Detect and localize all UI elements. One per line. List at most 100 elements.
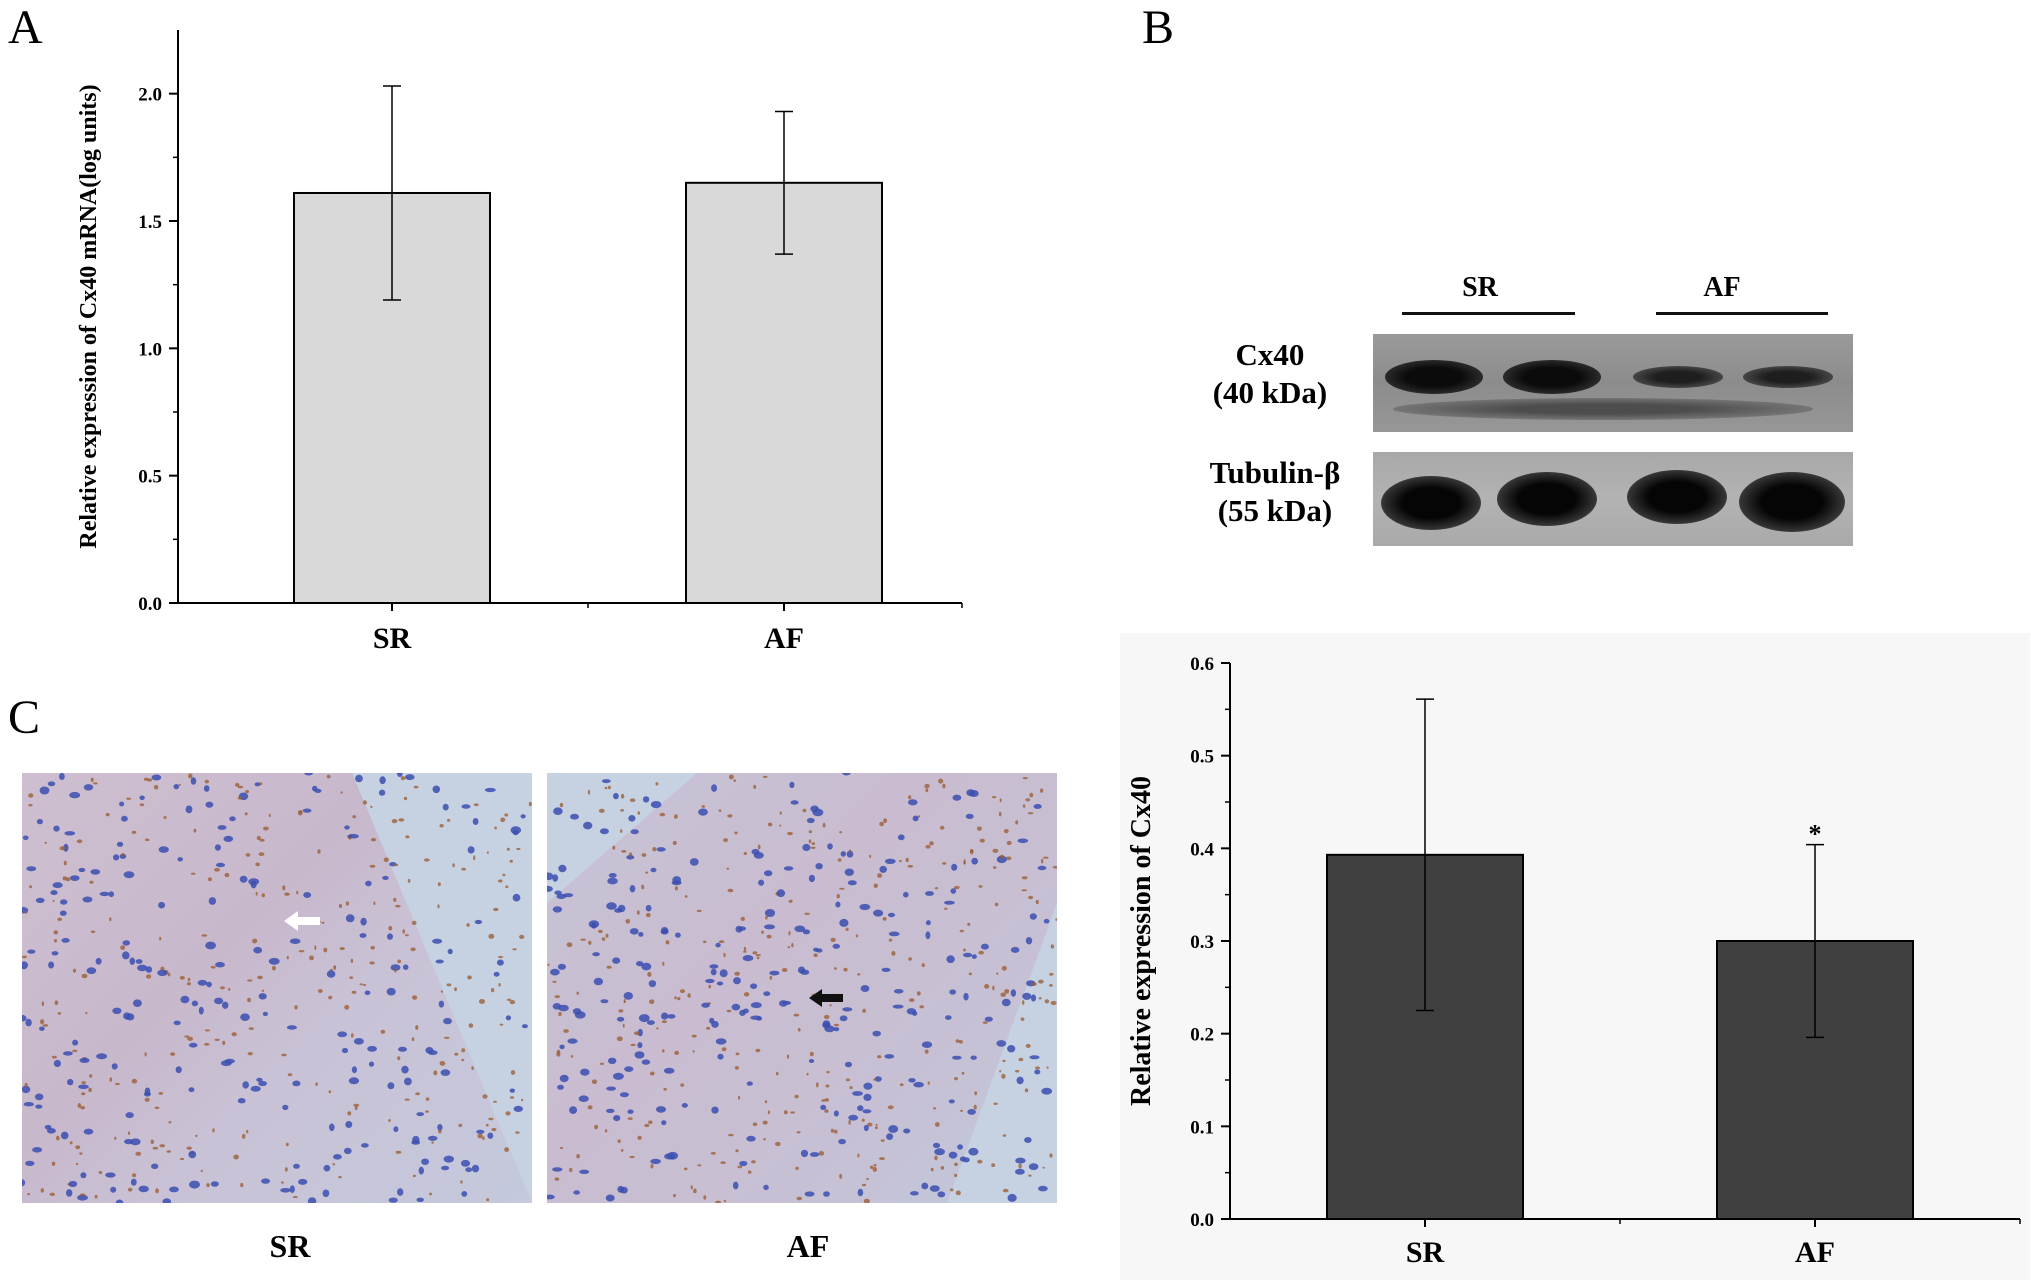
- cx40-stain: [630, 1043, 636, 1047]
- cx40-stain: [867, 1122, 873, 1127]
- cx40-stain: [454, 987, 457, 992]
- nucleus: [137, 964, 148, 972]
- nucleus: [208, 897, 217, 905]
- cx40-stain: [967, 922, 971, 926]
- nucleus: [636, 961, 644, 967]
- cx40-stain: [775, 1141, 781, 1147]
- cx40-stain: [79, 1152, 83, 1155]
- cx40-stain: [721, 1047, 727, 1052]
- nucleus: [951, 863, 958, 871]
- cx40-stain: [779, 824, 782, 827]
- nucleus: [416, 1112, 425, 1117]
- cx40-stain: [187, 1036, 194, 1041]
- micrograph-sr-background-region: [352, 773, 532, 1203]
- nucleus: [427, 1050, 438, 1056]
- cx40-stain: [152, 1146, 159, 1150]
- nucleus: [733, 977, 741, 985]
- cx40-stain: [369, 864, 376, 868]
- cx40-stain: [762, 775, 768, 778]
- cx40-stain: [1034, 1066, 1041, 1070]
- nucleus: [984, 1016, 993, 1022]
- cx40-stain: [797, 1027, 801, 1032]
- cx40-stain: [439, 1061, 446, 1066]
- nucleus: [903, 891, 909, 898]
- nucleus: [813, 947, 819, 952]
- nucleus: [289, 938, 301, 944]
- cx40-stain: [440, 990, 443, 993]
- cx40-stain: [352, 815, 357, 819]
- cx40-stain: [984, 984, 990, 989]
- cx40-stain: [286, 955, 289, 960]
- nucleus: [333, 1154, 342, 1160]
- nucleus: [574, 1011, 586, 1019]
- chart-a-y-tick-label: 0.5: [138, 467, 162, 488]
- cx40-stain: [570, 1055, 574, 1058]
- cx40-stain: [756, 956, 760, 960]
- nucleus: [886, 1133, 894, 1140]
- nucleus: [808, 874, 815, 883]
- cx40-stain: [598, 808, 605, 813]
- nucleus: [78, 867, 86, 873]
- cx40-stain: [702, 940, 707, 944]
- cx40-stain: [999, 798, 1002, 803]
- nucleus: [512, 893, 521, 902]
- cx40-stain: [735, 1149, 739, 1153]
- cx40-stain: [438, 1129, 442, 1134]
- nucleus: [467, 846, 475, 854]
- nucleus: [623, 992, 633, 1000]
- nucleus: [675, 932, 681, 938]
- nucleus: [608, 1057, 617, 1064]
- nucleus: [22, 1179, 26, 1187]
- nucleus: [1022, 992, 1032, 1000]
- nucleus: [80, 1172, 87, 1179]
- nucleus: [32, 1147, 43, 1153]
- nucleus: [484, 787, 496, 793]
- cx40-stain: [259, 782, 263, 786]
- nucleus: [563, 893, 574, 898]
- chart-b-category-label: AF: [1795, 1236, 1835, 1269]
- blot-group-af-line: [1656, 312, 1828, 315]
- cx40-stain: [1006, 840, 1012, 846]
- nucleus: [432, 785, 441, 794]
- nucleus: [1010, 989, 1017, 997]
- nucleus: [121, 815, 128, 822]
- nucleus: [27, 949, 36, 954]
- cx40-stain: [1031, 982, 1037, 986]
- cx40-stain: [938, 778, 944, 784]
- cx40-stain: [423, 858, 430, 862]
- cx40-stain: [949, 1188, 954, 1192]
- nucleus: [559, 1044, 565, 1050]
- chart-b-category-label: SR: [1406, 1236, 1445, 1269]
- nucleus: [427, 1135, 438, 1141]
- nucleus: [580, 1068, 590, 1076]
- nucleus: [188, 1150, 197, 1159]
- nucleus: [689, 858, 699, 866]
- cx40-stain: [879, 1157, 885, 1161]
- cx40-stain: [763, 1138, 766, 1141]
- chart-b-y-axis-label: Relative expression of Cx40: [1126, 776, 1157, 1106]
- cx40-stain: [790, 1111, 796, 1114]
- cx40-stain: [520, 1098, 524, 1102]
- nucleus: [913, 1081, 924, 1088]
- nucleus: [934, 1148, 945, 1156]
- nucleus: [592, 952, 600, 957]
- cx40-stain: [845, 927, 849, 931]
- cx40-stain: [163, 816, 167, 819]
- cx40-stain: [764, 1100, 768, 1104]
- nucleus: [822, 1022, 831, 1029]
- cx40-stain: [284, 892, 290, 896]
- blot-band: [1739, 472, 1845, 532]
- nucleus: [254, 782, 261, 787]
- nucleus: [963, 952, 973, 958]
- cx40-stain: [647, 971, 652, 977]
- nucleus: [248, 878, 260, 886]
- cx40-stain: [591, 1079, 598, 1084]
- cx40-stain: [978, 885, 983, 888]
- cx40-stain: [452, 863, 455, 868]
- cx40-stain: [627, 1117, 633, 1120]
- cx40-stain: [85, 1012, 88, 1015]
- cx40-stain: [397, 1056, 401, 1061]
- cx40-stain: [1050, 1000, 1057, 1006]
- nucleus: [557, 963, 566, 970]
- nucleus: [709, 964, 719, 969]
